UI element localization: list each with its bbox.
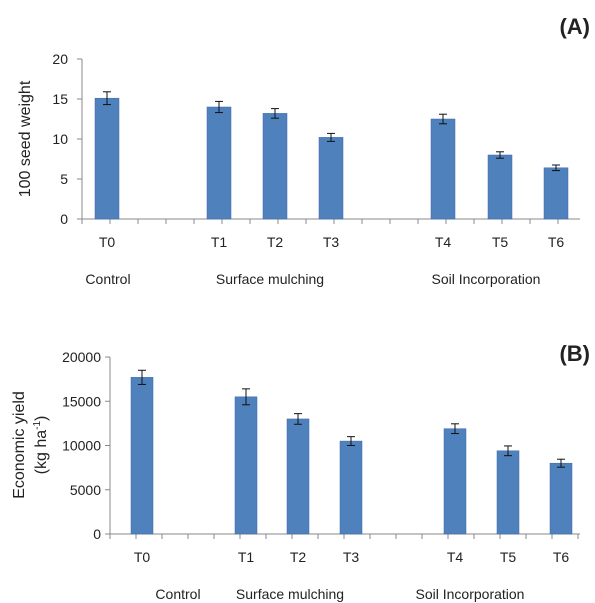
x-tick-label: T3 — [343, 549, 360, 565]
group-label: Control — [85, 271, 130, 287]
x-tick-label: T4 — [447, 549, 464, 565]
group-label: Surface mulching — [216, 271, 324, 287]
y-axis-label: Economic yield (kg ha-1) — [11, 391, 50, 499]
bar-t6 — [549, 462, 573, 535]
bar-t4 — [443, 428, 467, 535]
y-axis-label-line1: Economic yield — [11, 391, 28, 499]
y-tick-label: 20 — [52, 51, 68, 67]
group-label: Soil Incorporation — [416, 586, 525, 602]
x-tick-label: T2 — [290, 549, 307, 565]
y-axis-label-line2: (kg ha — [33, 430, 50, 475]
bar-t0 — [94, 97, 120, 220]
bar-t6 — [543, 167, 569, 220]
x-tick-label: T6 — [548, 234, 565, 250]
x-tick-label: T1 — [238, 549, 255, 565]
bar-t3 — [339, 440, 363, 535]
y-axis-label-close: ) — [33, 416, 50, 421]
x-tick-label: T3 — [323, 234, 340, 250]
bar-t2 — [286, 418, 310, 535]
x-tick-label: T4 — [435, 234, 452, 250]
group-label: Surface mulching — [236, 586, 344, 602]
panel-label: (B) — [559, 341, 590, 366]
panel-a-seed-weight-chart: 0 5 10 15 20 T0 T1 T2 T3 T4 T5 T6 Control Surface mul… — [17, 14, 590, 287]
y-tick-label: 15 — [52, 91, 68, 107]
bar-t2 — [262, 113, 288, 220]
group-label: Soil Incorporation — [432, 271, 541, 287]
bar-t4 — [430, 118, 456, 220]
y-tick-label: 20000 — [62, 349, 101, 365]
x-tick-label: T5 — [492, 234, 509, 250]
y-axis-label-superscript: -1 — [32, 421, 43, 430]
y-tick-label: 0 — [93, 526, 101, 542]
bar-t1 — [234, 396, 258, 535]
panel-b-economic-yield-chart: 0 5000 10000 15000 20000 T0 T1 T2 T3 T4 T5 T6 Contro… — [11, 341, 590, 602]
x-tick-label: T6 — [553, 549, 570, 565]
bar-t0 — [130, 377, 154, 535]
bar-t5 — [487, 154, 513, 220]
panel-label: (A) — [559, 14, 590, 39]
y-tick-label: 5 — [60, 171, 68, 187]
y-axis-label: 100 seed weight — [17, 80, 34, 197]
y-tick-label: 15000 — [62, 393, 101, 409]
x-tick-label: T2 — [267, 234, 284, 250]
bar-t3 — [318, 137, 344, 220]
y-tick-label: 10 — [52, 131, 68, 147]
x-tick-label: T0 — [99, 234, 116, 250]
x-tick-label: T1 — [211, 234, 228, 250]
bar-t1 — [206, 106, 232, 220]
group-label: Control — [155, 586, 200, 602]
x-tick-label: T0 — [134, 549, 151, 565]
y-tick-label: 5000 — [70, 482, 101, 498]
y-tick-label: 0 — [60, 211, 68, 227]
x-tick-label: T5 — [500, 549, 517, 565]
bar-t5 — [496, 450, 520, 535]
y-tick-label: 10000 — [62, 438, 101, 454]
